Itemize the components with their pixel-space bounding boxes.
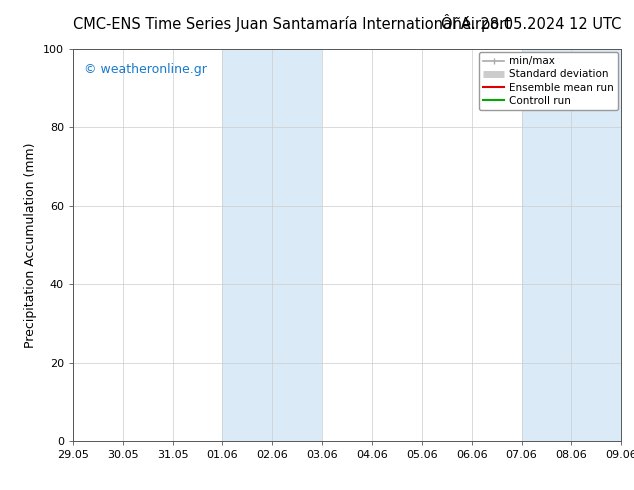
Text: Ôñé. 28.05.2024 12 UTC: Ôñé. 28.05.2024 12 UTC	[441, 17, 621, 32]
Legend: min/max, Standard deviation, Ensemble mean run, Controll run: min/max, Standard deviation, Ensemble me…	[479, 52, 618, 110]
Text: CMC-ENS Time Series Juan Santamaría International Airport: CMC-ENS Time Series Juan Santamaría Inte…	[73, 16, 511, 32]
Bar	[522, 49, 621, 441]
Text: © weatheronline.gr: © weatheronline.gr	[84, 63, 207, 76]
Y-axis label: Precipitation Accumulation (mm): Precipitation Accumulation (mm)	[24, 142, 37, 348]
Bar	[223, 49, 322, 441]
